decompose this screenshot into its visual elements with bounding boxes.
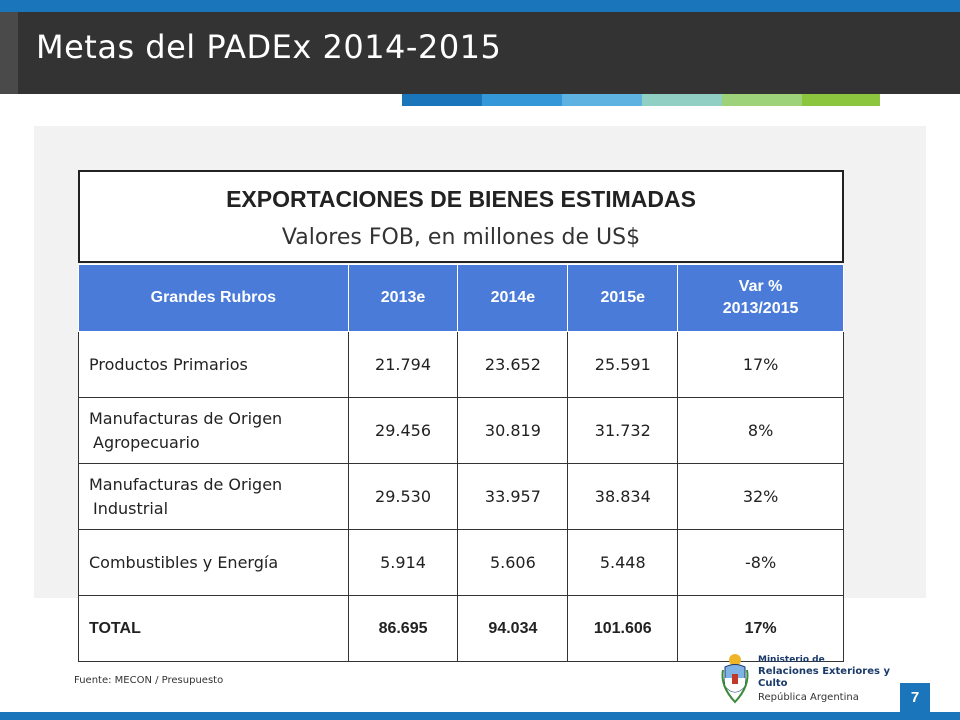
color-bar-segment [482, 94, 562, 106]
rubro-line2: Agropecuario [93, 432, 200, 452]
value-2013-cell: 86.695 [347, 595, 459, 662]
header-var: Var % 2013/2015 [677, 264, 844, 332]
value-2013-cell: 21.794 [347, 331, 459, 398]
coat-of-arms-icon [721, 654, 749, 704]
top-accent-strip [0, 0, 960, 12]
value-2015-cell: 38.834 [567, 463, 679, 530]
header-2013e: 2013e [347, 264, 459, 332]
rubro-cell: TOTAL [78, 595, 349, 662]
table-main-title: EXPORTACIONES DE BIENES ESTIMADAS [226, 186, 696, 212]
header-var-line1: Var % [738, 278, 783, 295]
logo-text: Ministerio de Relaciones Exteriores y Cu… [758, 654, 898, 704]
header-2014e: 2014e [457, 264, 569, 332]
table-header-row: Grandes Rubros 2013e 2014e 2015e Var % 2… [78, 264, 844, 332]
rubro-cell: Manufacturas de Origen Industrial [78, 463, 349, 530]
color-bar-segment [722, 94, 802, 106]
rubro-cell: Combustibles y Energía [78, 529, 349, 596]
table-subtitle: Valores FOB, en millones de US$ [281, 225, 641, 250]
var-cell: 17% [677, 331, 844, 398]
value-2013-cell: 29.530 [347, 463, 459, 530]
value-2015-cell: 5.448 [567, 529, 679, 596]
color-bar-segment [562, 94, 642, 106]
rubro-cell: Productos Primarios [78, 331, 349, 398]
table-row: Productos Primarios 21.794 23.652 25.591… [78, 331, 844, 398]
table-title-box: EXPORTACIONES DE BIENES ESTIMADAS Valore… [78, 170, 844, 263]
table-total-row: TOTAL 86.695 94.034 101.606 17% [78, 595, 844, 662]
value-2014-cell: 5.606 [457, 529, 569, 596]
value-2013-cell: 29.456 [347, 397, 459, 464]
value-2014-cell: 30.819 [457, 397, 569, 464]
value-2014-cell: 23.652 [457, 331, 569, 398]
value-2015-cell: 31.732 [567, 397, 679, 464]
exports-table: Grandes Rubros 2013e 2014e 2015e Var % 2… [78, 264, 844, 662]
rubro-line1: Manufacturas de Origen [89, 474, 283, 494]
rubro-line2: Industrial [93, 498, 169, 518]
logo-line2: Relaciones Exteriores y Culto [758, 666, 890, 689]
value-2013-cell: 5.914 [347, 529, 459, 596]
table-row: Manufacturas de Origen Industrial 29.530… [78, 463, 844, 530]
header-var-line2: 2013/2015 [722, 300, 799, 317]
header-2015e: 2015e [567, 264, 679, 332]
slide-header: Metas del PADEx 2014-2015 [0, 12, 960, 94]
logo-line1: Ministerio de [758, 655, 825, 665]
ministry-logo: Ministerio de Relaciones Exteriores y Cu… [718, 650, 898, 710]
rubro-cell: Manufacturas de Origen Agropecuario [78, 397, 349, 464]
header-grandes-rubros: Grandes Rubros [78, 264, 349, 332]
slide-title: Metas del PADEx 2014-2015 [36, 28, 502, 66]
color-bar-segment [642, 94, 722, 106]
source-note: Fuente: MECON / Presupuesto [74, 675, 224, 686]
table-row: Manufacturas de Origen Agropecuario 29.4… [78, 397, 844, 464]
var-cell: -8% [677, 529, 844, 596]
color-bar-segment [802, 94, 880, 106]
table-row: Combustibles y Energía 5.914 5.606 5.448… [78, 529, 844, 596]
value-2015-cell: 25.591 [567, 331, 679, 398]
color-bar-segment [402, 94, 482, 106]
bottom-accent-strip [0, 712, 960, 720]
logo-line3: República Argentina [758, 692, 859, 703]
var-cell: 8% [677, 397, 844, 464]
page-number: 7 [900, 683, 930, 713]
value-2014-cell: 94.034 [457, 595, 569, 662]
var-cell: 32% [677, 463, 844, 530]
rubro-line1: Manufacturas de Origen [89, 408, 283, 428]
var-cell: 17% [677, 595, 844, 662]
value-2015-cell: 101.606 [567, 595, 679, 662]
value-2014-cell: 33.957 [457, 463, 569, 530]
